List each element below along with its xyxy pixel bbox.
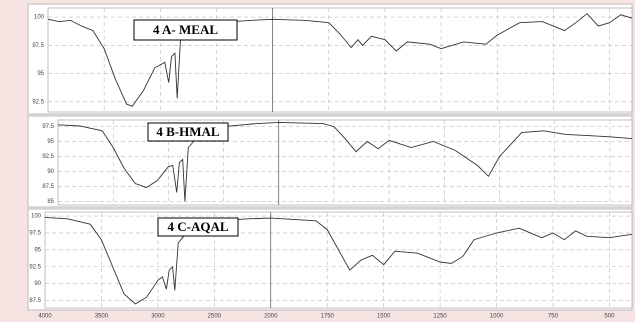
y-tick-label: 100 xyxy=(34,15,45,21)
y-tick-label: 90 xyxy=(47,169,54,175)
x-tick-label: 1250 xyxy=(433,314,447,320)
y-tick-label: 95 xyxy=(47,139,54,145)
x-tick-label: 750 xyxy=(548,314,559,320)
y-tick-label: 95 xyxy=(37,71,44,77)
x-tick-label: 1750 xyxy=(321,314,335,320)
spectrum-line xyxy=(44,216,633,305)
y-tick-label: 97.5 xyxy=(42,124,54,130)
title-box xyxy=(133,19,238,41)
y-tick-label: 97.5 xyxy=(32,43,44,49)
panel-title: 4 C-AQAL xyxy=(167,219,228,234)
y-tick-label: 92.5 xyxy=(29,264,41,270)
plot-area xyxy=(57,119,633,206)
y-tick-label: 95 xyxy=(34,247,41,253)
x-tick-label: 2500 xyxy=(208,314,222,320)
y-tick-label: 92.5 xyxy=(32,99,44,105)
x-tick-label: 2000 xyxy=(264,314,278,320)
x-tick-label: 1000 xyxy=(490,314,504,320)
x-tick-label: 3500 xyxy=(95,314,109,320)
title-box xyxy=(157,217,239,237)
x-tick-label: 4000 xyxy=(38,314,52,320)
y-tick-label: 87.5 xyxy=(42,184,54,190)
title-box xyxy=(147,122,229,142)
y-tick-label: 92.5 xyxy=(42,154,54,160)
panel-title: 4 A- MEAL xyxy=(153,22,218,37)
y-tick-label: 85 xyxy=(47,199,54,205)
x-tick-label: 1500 xyxy=(377,314,391,320)
y-tick-label: 97.5 xyxy=(29,231,41,237)
plot-area xyxy=(44,211,633,309)
plot-area xyxy=(47,7,633,113)
y-tick-label: 100 xyxy=(31,214,42,220)
y-tick-label: 87.5 xyxy=(29,298,41,304)
x-tick-label: 3000 xyxy=(151,314,165,320)
spectrum-line xyxy=(47,13,633,107)
x-tick-label: 500 xyxy=(604,314,615,320)
panel-title: 4 B-HMAL xyxy=(156,124,220,139)
y-tick-label: 90 xyxy=(34,281,41,287)
spectrum-line xyxy=(57,121,633,202)
